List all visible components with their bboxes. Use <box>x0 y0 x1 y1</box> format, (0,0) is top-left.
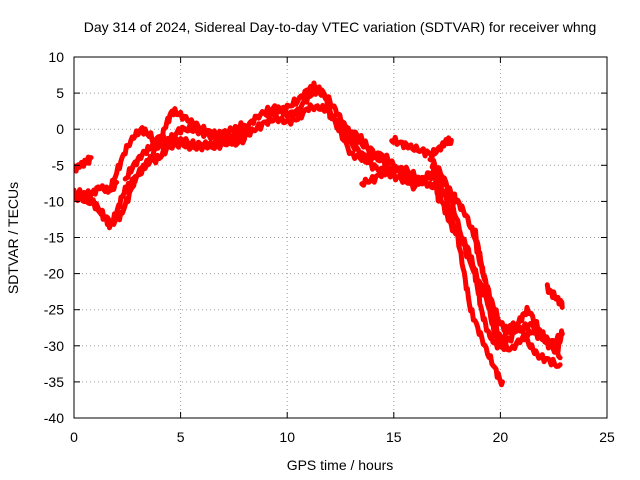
y-tick-label: -15 <box>44 230 64 246</box>
y-tick-label: 10 <box>48 49 64 65</box>
series-line-7 <box>389 134 454 160</box>
x-tick-label: 25 <box>599 429 615 445</box>
y-tick-label: -30 <box>44 338 64 354</box>
y-tick-label: -25 <box>44 302 64 318</box>
series-line-12 <box>74 179 120 202</box>
series-line-15 <box>331 116 371 152</box>
series-line-10 <box>472 227 565 355</box>
y-tick-label: 5 <box>56 85 64 101</box>
y-tick-label: -5 <box>52 157 65 173</box>
x-tick-label: 10 <box>279 429 295 445</box>
series-line-2 <box>74 102 565 353</box>
y-axis-label: SDTVAR / TECUs <box>5 182 21 294</box>
series-line-14 <box>431 160 442 204</box>
y-tick-label: -35 <box>44 374 64 390</box>
x-axis-label: GPS time / hours <box>287 457 394 473</box>
plot-frame <box>73 56 608 419</box>
x-tick-label: 20 <box>493 429 509 445</box>
x-tick-label: 5 <box>177 429 185 445</box>
series-line-5 <box>263 80 392 173</box>
grid-layer <box>74 57 607 418</box>
y-tick-label: -40 <box>44 410 64 426</box>
series-line-6 <box>359 163 437 191</box>
y-tick-label: -10 <box>44 193 64 209</box>
series-line-11 <box>74 154 94 174</box>
y-tick-label: -20 <box>44 266 64 282</box>
x-tick-label: 0 <box>70 429 78 445</box>
chart-title: Day 314 of 2024, Sidereal Day-to-day VTE… <box>84 19 597 35</box>
series-line-4 <box>122 131 248 182</box>
axis-layer: 0 5 10 15 20 25 10 5 0 -5 -10 -15 -20 -25 -30 -35 -40 <box>44 49 615 445</box>
series-layer <box>74 80 565 388</box>
series-line-13 <box>544 282 565 310</box>
series-line-9 <box>429 162 563 369</box>
x-tick-label: 15 <box>386 429 402 445</box>
y-tick-label: 0 <box>56 121 64 137</box>
